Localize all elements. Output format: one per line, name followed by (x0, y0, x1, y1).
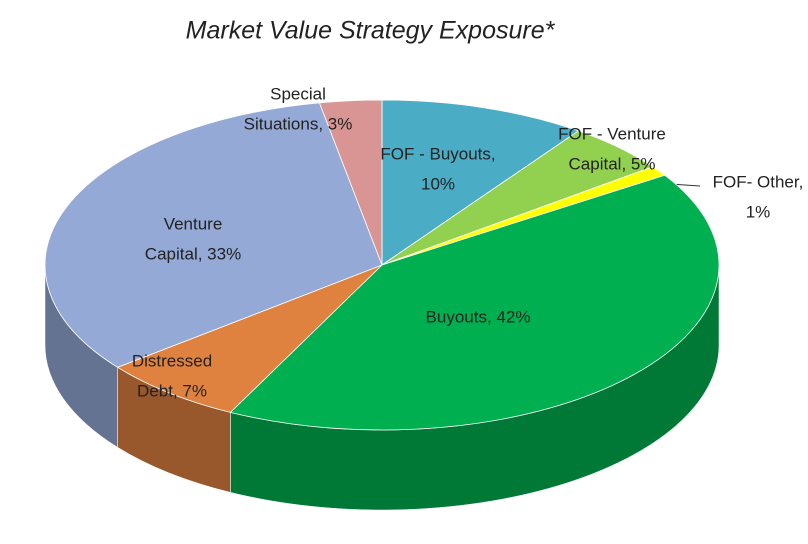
slice (116, 264, 383, 413)
slice (318, 99, 383, 266)
data-label: Distressed (132, 351, 212, 370)
data-label: FOF - Venture (558, 124, 666, 143)
slice (229, 174, 720, 431)
data-label: Situations, 3% (244, 114, 353, 133)
data-label: Debt, 7% (137, 381, 207, 400)
data-label: Special (270, 84, 326, 103)
data-label: Capital, 5% (569, 154, 656, 173)
data-label: 1% (746, 202, 771, 221)
slice (381, 99, 580, 266)
data-label: Buyouts, 42% (426, 307, 531, 326)
data-label: FOF - Buyouts, (380, 144, 495, 163)
data-label: FOF- Other, (713, 172, 804, 191)
chart-title: Market Value Strategy Exposure* (186, 17, 556, 45)
data-label: Capital, 33% (145, 244, 241, 263)
data-label: 10% (421, 174, 455, 193)
pie (44, 99, 720, 511)
data-label: Venture (164, 214, 223, 233)
slice (44, 102, 383, 368)
